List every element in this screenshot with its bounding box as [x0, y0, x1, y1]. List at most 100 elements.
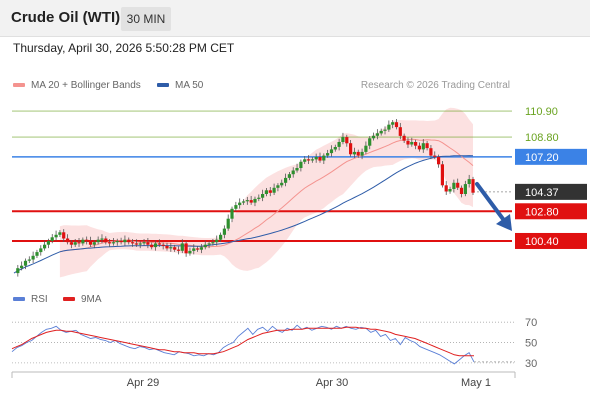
ma9-swatch: [63, 297, 75, 302]
candle-down: [62, 232, 66, 239]
candle-up: [375, 133, 379, 136]
candle-down: [108, 242, 112, 244]
candle-down: [417, 145, 421, 150]
x-axis-label: May 1: [461, 377, 491, 389]
candle-up: [253, 198, 257, 203]
price-level-labels: 110.90 108.80 107.20 104.37 102.80 100.40: [515, 106, 587, 249]
candle-up: [379, 130, 383, 134]
candle-down: [433, 155, 437, 157]
candlestick-layer: [16, 118, 475, 277]
candle-up: [92, 242, 96, 245]
candle-up: [39, 248, 43, 253]
ma50-swatch: [157, 83, 169, 88]
candle-up: [257, 197, 261, 199]
candle-up: [238, 202, 242, 206]
candle-up: [264, 190, 268, 194]
legend-ma50: MA 50: [157, 80, 203, 91]
candle-up: [219, 234, 223, 240]
candle-up: [421, 143, 425, 150]
candle-up: [215, 239, 219, 243]
candle-down: [85, 239, 89, 241]
candle-up: [180, 243, 184, 251]
candle-up: [299, 161, 303, 168]
candle-up: [203, 244, 207, 248]
candle-up: [115, 241, 119, 243]
legend-ma-bb-label: MA 20 + Bollinger Bands: [31, 80, 141, 91]
header-bar: Crude Oil (WTI) 30 MIN: [0, 0, 590, 37]
candle-up: [310, 159, 314, 161]
candle-up: [100, 238, 104, 240]
candle-up: [329, 149, 334, 154]
candle-down: [157, 243, 161, 245]
candle-up: [211, 242, 215, 244]
legend-ma-bb: MA 20 + Bollinger Bands: [13, 80, 141, 91]
candle-down: [406, 140, 410, 145]
candle-down: [429, 148, 433, 156]
candle-up: [207, 243, 211, 245]
support-label: 102.80: [525, 206, 559, 218]
candle-up: [371, 135, 376, 139]
candle-up: [230, 208, 234, 219]
candle-up: [153, 243, 158, 248]
candle-down: [119, 241, 123, 243]
candle-down: [134, 243, 138, 245]
candle-down: [444, 185, 448, 192]
ma-bb-swatch: [13, 83, 25, 88]
resistance-label: 108.80: [525, 132, 559, 144]
candle-down: [414, 142, 418, 146]
candle-up: [81, 239, 85, 244]
instrument-title: Crude Oil (WTI): [11, 9, 121, 26]
legend-9ma-label: 9MA: [81, 294, 102, 305]
candle-up: [287, 174, 291, 178]
candle-down: [150, 244, 154, 248]
candle-down: [196, 248, 200, 250]
timeframe-button[interactable]: 30 MIN: [121, 7, 171, 31]
candle-down: [456, 182, 460, 188]
candle-up: [73, 242, 77, 245]
candle-up: [188, 250, 192, 254]
candle-down: [173, 247, 177, 250]
candle-down: [398, 127, 402, 136]
candle-up: [326, 153, 330, 156]
candle-down: [176, 249, 181, 251]
rsi-swatch: [13, 297, 25, 302]
legend-rsi-label: RSI: [31, 294, 48, 305]
forecast-arrow: [475, 182, 512, 231]
candle-up: [341, 137, 345, 142]
resistance-label: 110.90: [525, 106, 558, 118]
candle-down: [437, 156, 441, 165]
candle-up: [222, 228, 226, 235]
candle-up: [463, 184, 467, 194]
candle-down: [349, 143, 353, 155]
candle-down: [161, 244, 165, 246]
candle-up: [314, 156, 318, 160]
candle-up: [272, 187, 276, 193]
rsi-panel: 70 50 30: [11, 317, 537, 370]
candle-down: [345, 137, 349, 144]
candle-up: [410, 142, 414, 145]
candle-down: [184, 243, 188, 254]
candle-up: [31, 255, 35, 260]
rsi-level-label: 50: [525, 338, 537, 350]
candle-up: [322, 155, 326, 161]
candle-up: [291, 170, 295, 175]
candle-down: [127, 239, 131, 243]
rsi-line: [11, 324, 475, 365]
candle-up: [452, 182, 456, 189]
candle-up: [138, 243, 142, 245]
rsi-level-label: 30: [525, 358, 537, 370]
price-level-lines: [12, 110, 512, 242]
candle-down: [88, 241, 93, 245]
legend-ma50-label: MA 50: [175, 80, 204, 91]
candle-up: [352, 151, 356, 155]
candle-up: [284, 177, 288, 183]
candle-up: [96, 239, 100, 243]
candle-down: [249, 200, 253, 203]
candle-up: [280, 182, 284, 186]
candle-up: [261, 194, 265, 198]
candle-down: [306, 159, 311, 161]
candle-down: [66, 238, 70, 243]
candle-up: [295, 168, 299, 171]
candle-up: [58, 232, 62, 235]
